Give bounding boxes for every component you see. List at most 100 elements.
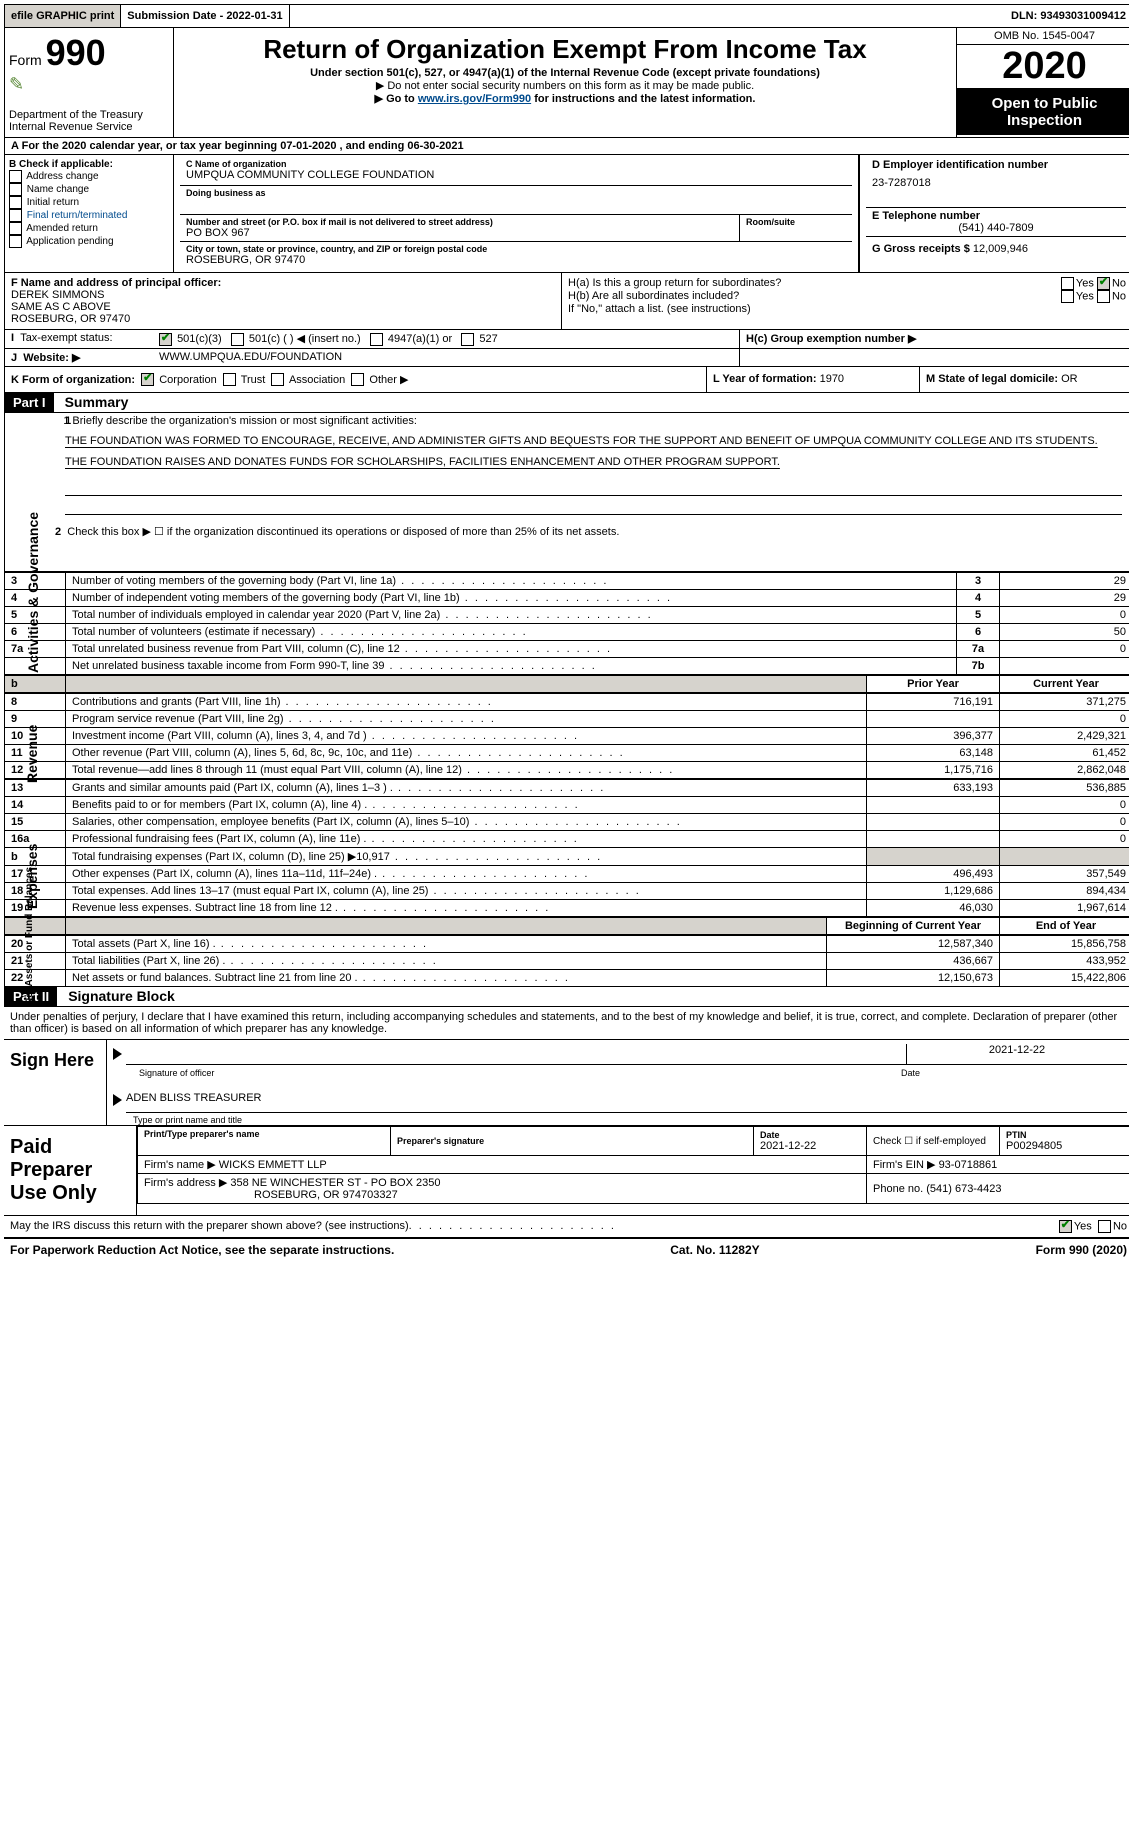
table-row: 16a Professional fundraising fees (Part …	[5, 831, 1129, 848]
firm-phone-val: (541) 673-4423	[926, 1183, 1001, 1195]
opt-other: Other ▶	[369, 374, 408, 386]
governance-table: 3 Number of voting members of the govern…	[4, 572, 1129, 675]
check-address-change[interactable]	[9, 170, 22, 183]
table-row: 20 Total assets (Part X, line 16) . 12,5…	[5, 936, 1129, 953]
submission-date: Submission Date - 2022-01-31	[121, 5, 289, 27]
check-name-change[interactable]	[9, 183, 22, 196]
preparer-table: Print/Type preparer's name Preparer's si…	[137, 1126, 1129, 1204]
m-value: OR	[1061, 373, 1078, 385]
col-c-block: C Name of organization UMPQUA COMMUNITY …	[174, 155, 1129, 272]
check-trust[interactable]	[223, 373, 236, 386]
opt-address-change: Address change	[26, 171, 98, 182]
form-header: Form 990 ✎ Department of the Treasury In…	[4, 28, 1129, 138]
opt-4947: 4947(a)(1) or	[388, 333, 452, 345]
balance-table: 20 Total assets (Part X, line 16) . 12,5…	[4, 935, 1129, 987]
table-row: 14 Benefits paid to or for members (Part…	[5, 797, 1129, 814]
prep-date-label: Date	[760, 1130, 860, 1140]
hdr-prior-year: Prior Year	[907, 678, 959, 690]
mission-block: Activities & Governance 1 1 Briefly desc…	[4, 413, 1129, 572]
efile-label[interactable]: efile GRAPHIC print	[5, 5, 121, 27]
hdr-begin-year: Beginning of Current Year	[845, 920, 981, 932]
irs-link[interactable]: www.irs.gov/Form990	[418, 93, 531, 105]
prep-ptin-val: P00294805	[1006, 1140, 1126, 1152]
gross-value: 12,009,946	[973, 243, 1028, 255]
l-value: 1970	[820, 373, 844, 385]
hb-yes: Yes	[1076, 290, 1094, 302]
opt-527: 527	[479, 333, 497, 345]
form-number: 990	[46, 32, 106, 73]
hb-no: No	[1112, 290, 1126, 302]
city-label: City or town, state or province, country…	[186, 244, 846, 254]
col-h: H(a) Is this a group return for subordin…	[562, 273, 1129, 329]
hb-note: If "No," attach a list. (see instruction…	[568, 303, 1126, 315]
opt-name-change: Name change	[27, 184, 89, 195]
k-label: K Form of organization:	[11, 374, 135, 386]
table-row: 11 Other revenue (Part VIII, column (A),…	[5, 745, 1129, 762]
table-row: 5 Total number of individuals employed i…	[5, 607, 1129, 624]
ha-yes: Yes	[1076, 277, 1094, 289]
col-b-header: B Check if applicable:	[9, 159, 169, 170]
opt-trust: Trust	[241, 374, 266, 386]
balance-header: Beginning of Current Year End of Year	[4, 917, 1129, 935]
check-501c[interactable]	[231, 333, 244, 346]
check-discuss-no[interactable]	[1098, 1220, 1111, 1233]
phone-label: E Telephone number	[872, 210, 1120, 222]
discuss-question: May the IRS discuss this return with the…	[10, 1220, 409, 1233]
check-corp[interactable]: ✔	[141, 373, 154, 386]
col-f: F Name and address of principal officer:…	[5, 273, 562, 329]
check-final-return[interactable]	[9, 209, 22, 222]
officer-name: DEREK SIMMONS	[11, 289, 555, 301]
check-501c3[interactable]: ✔	[159, 333, 172, 346]
line-a-text: For the 2020 calendar year, or tax year …	[22, 140, 464, 152]
field-phone: E Telephone number (541) 440-7809	[866, 208, 1126, 237]
table-row: 15 Salaries, other compensation, employe…	[5, 814, 1129, 831]
goto-note: ▶ Go to www.irs.gov/Form990 for instruct…	[182, 92, 948, 105]
table-row: 3 Number of voting members of the govern…	[5, 573, 1129, 590]
sign-officer-label: Signature of officer	[133, 1068, 895, 1078]
check-amended[interactable]	[9, 222, 22, 235]
check-other[interactable]	[351, 373, 364, 386]
footer-form: Form 990 (2020)	[1036, 1243, 1127, 1257]
check-assoc[interactable]	[271, 373, 284, 386]
table-row: 19 Revenue less expenses. Subtract line …	[5, 900, 1129, 917]
field-ein: D Employer identification number 23-7287…	[866, 157, 1126, 208]
officer-addr1: SAME AS C ABOVE	[11, 301, 555, 313]
hdr-current-year: Current Year	[1033, 678, 1099, 690]
check-discuss-yes[interactable]: ✔	[1059, 1220, 1072, 1233]
line-a: A For the 2020 calendar year, or tax yea…	[4, 138, 1129, 155]
check-ha-yes[interactable]	[1061, 277, 1074, 290]
check-application-pending[interactable]	[9, 235, 22, 248]
field-gross-receipts: G Gross receipts $ 12,009,946	[866, 237, 1126, 257]
line-l: L Year of formation: 1970	[706, 367, 919, 393]
discuss-no: No	[1113, 1221, 1127, 1233]
room-label: Room/suite	[746, 217, 846, 227]
table-row: 21 Total liabilities (Part X, line 26) .…	[5, 953, 1129, 970]
hc-label: H(c) Group exemption number ▶	[746, 333, 916, 345]
check-527[interactable]	[461, 333, 474, 346]
preparer-left-label: Paid Preparer Use Only	[4, 1126, 136, 1215]
part-i-title: Summary	[57, 394, 129, 410]
check-ha-no[interactable]: ✔	[1097, 277, 1110, 290]
table-row: 4 Number of independent voting members o…	[5, 590, 1129, 607]
field-city: City or town, state or province, country…	[180, 242, 852, 270]
side-tab-net-assets: Net Assets or Fund Balances	[24, 867, 35, 1005]
firm-addr1: 358 NE WINCHESTER ST - PO BOX 2350	[230, 1177, 440, 1189]
opt-final-return: Final return/terminated	[27, 210, 128, 221]
hc-line: H(c) Group exemption number ▶	[739, 330, 1129, 348]
blank-line-2	[65, 496, 1122, 515]
footer: For Paperwork Reduction Act Notice, see …	[4, 1239, 1129, 1261]
ein-value: 23-7287018	[872, 177, 1120, 189]
expense-table: 13 Grants and similar amounts paid (Part…	[4, 779, 1129, 917]
section-f-h: F Name and address of principal officer:…	[4, 273, 1129, 330]
check-initial-return[interactable]	[9, 196, 22, 209]
table-row: 17 Other expenses (Part IX, column (A), …	[5, 866, 1129, 883]
line-i: I Tax-exempt status: ✔ 501(c)(3) 501(c) …	[4, 330, 1129, 349]
sign-date-label: Date	[895, 1068, 1127, 1078]
check-hb-no[interactable]	[1097, 290, 1110, 303]
check-4947[interactable]	[370, 333, 383, 346]
form-title: Return of Organization Exempt From Incom…	[182, 34, 948, 65]
m-label: M State of legal domicile:	[926, 373, 1058, 385]
website-label: Website: ▶	[23, 352, 80, 364]
check-hb-yes[interactable]	[1061, 290, 1074, 303]
table-row: 18 Total expenses. Add lines 13–17 (must…	[5, 883, 1129, 900]
